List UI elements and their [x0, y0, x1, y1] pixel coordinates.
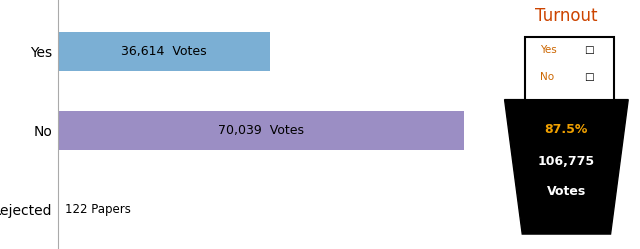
Text: Votes: Votes	[547, 185, 586, 198]
Text: Yes: Yes	[540, 45, 557, 55]
Bar	[58, 111, 464, 150]
Text: 70,039  Votes: 70,039 Votes	[218, 124, 304, 137]
Text: 87.5%: 87.5%	[545, 123, 588, 136]
Text: □: □	[584, 45, 594, 55]
Text: 122 Papers: 122 Papers	[65, 203, 131, 216]
Text: 36,614  Votes: 36,614 Votes	[121, 45, 207, 58]
Text: 106,775: 106,775	[538, 155, 595, 168]
Bar	[58, 32, 270, 71]
Polygon shape	[504, 100, 628, 234]
FancyBboxPatch shape	[525, 37, 614, 100]
Text: No: No	[540, 72, 554, 82]
Text: □: □	[584, 72, 594, 82]
Text: Breakdown of Result: Breakdown of Result	[19, 0, 189, 3]
Text: Turnout: Turnout	[535, 7, 598, 25]
